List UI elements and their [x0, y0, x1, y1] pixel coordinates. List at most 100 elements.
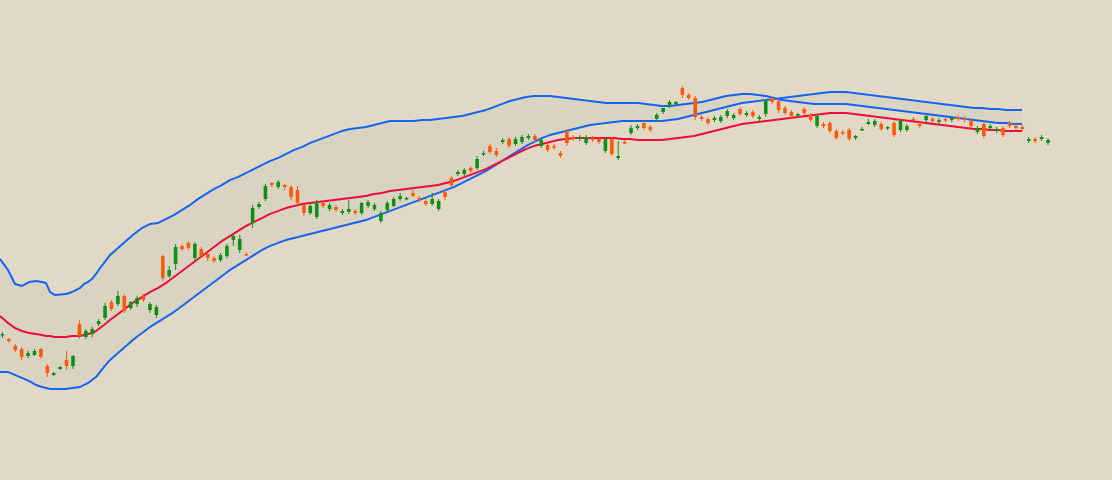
candle-body	[565, 131, 569, 143]
candle-body	[610, 139, 614, 154]
candle-body	[616, 156, 621, 158]
candle-body	[391, 199, 396, 206]
candle	[808, 113, 813, 122]
candle	[96, 319, 101, 326]
candle-body	[513, 139, 518, 144]
candle	[725, 109, 730, 118]
candle	[885, 126, 890, 130]
candle	[340, 209, 345, 215]
candle	[956, 115, 960, 121]
candle	[347, 200, 351, 214]
candle	[648, 125, 653, 132]
candle-body	[481, 153, 486, 155]
candle-body	[994, 129, 999, 131]
candle-body	[404, 198, 409, 200]
candle	[103, 303, 107, 320]
candle	[712, 116, 717, 122]
candle	[430, 193, 434, 206]
candle-body	[103, 306, 107, 318]
candle-body	[988, 126, 993, 128]
candle	[629, 125, 633, 135]
candle	[32, 349, 37, 356]
candle-body	[116, 296, 120, 304]
candle-body	[263, 186, 268, 199]
candle	[436, 199, 441, 211]
candle-body	[109, 302, 114, 309]
candle-body	[770, 98, 774, 102]
candle	[686, 93, 691, 100]
candle-body	[911, 119, 916, 121]
candle	[109, 300, 114, 311]
candle	[674, 101, 678, 106]
candle	[173, 244, 178, 270]
candle	[943, 118, 948, 122]
candle	[744, 111, 749, 117]
candle-body	[654, 115, 659, 119]
candle-body	[712, 118, 717, 120]
candle	[584, 135, 588, 145]
candle	[1007, 121, 1012, 128]
candle	[789, 110, 794, 118]
candle	[327, 203, 332, 211]
candle	[359, 202, 364, 215]
candle-body	[507, 139, 511, 146]
candle	[898, 119, 903, 132]
candle-body	[167, 270, 171, 276]
candle	[1039, 135, 1044, 141]
candle-body	[783, 108, 787, 113]
candle-body	[860, 129, 864, 131]
candle	[860, 127, 864, 131]
candle-body	[526, 136, 531, 138]
candle	[565, 129, 569, 146]
candle-body	[39, 349, 43, 357]
candle-body	[815, 116, 819, 126]
candle	[148, 302, 152, 313]
candle	[398, 193, 402, 201]
candle-body	[674, 102, 678, 104]
candle	[930, 117, 935, 123]
candle	[250, 205, 255, 228]
candle-body	[840, 132, 845, 134]
candle	[597, 137, 601, 144]
candle-body	[552, 146, 556, 148]
candle-body	[193, 244, 197, 258]
candle	[520, 135, 524, 144]
candle-body	[763, 101, 768, 114]
candle-body	[96, 321, 101, 324]
candle-body	[436, 201, 441, 209]
candle	[237, 235, 242, 253]
candle-body	[276, 182, 281, 187]
candle	[276, 180, 281, 189]
candle	[417, 196, 422, 202]
candle-body	[302, 205, 306, 213]
candle	[513, 137, 518, 146]
candle	[571, 135, 576, 141]
candle-body	[308, 206, 313, 213]
candle-body	[1039, 137, 1044, 139]
candle	[1033, 137, 1037, 143]
candle-body	[821, 124, 826, 126]
candle-body	[545, 145, 550, 150]
candle-body	[398, 196, 402, 199]
candle-body	[494, 151, 499, 155]
candle-body	[468, 168, 473, 171]
candle	[577, 135, 582, 141]
candle-body	[212, 258, 216, 261]
candle	[654, 113, 659, 121]
candle-body	[45, 366, 50, 373]
candle	[411, 190, 415, 197]
candle	[616, 141, 621, 160]
candle-body	[597, 139, 601, 142]
candle	[879, 122, 884, 131]
candle	[949, 116, 954, 122]
candle-body	[64, 360, 69, 366]
candle	[193, 242, 197, 261]
candle	[642, 121, 646, 130]
candle	[199, 247, 204, 258]
candle	[122, 294, 127, 313]
candle	[45, 364, 50, 377]
candle	[289, 185, 293, 200]
candle-body	[937, 120, 941, 122]
candle	[840, 130, 845, 135]
